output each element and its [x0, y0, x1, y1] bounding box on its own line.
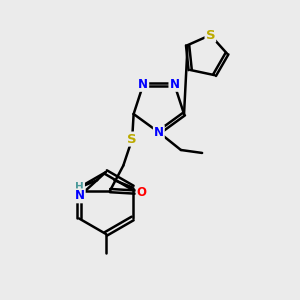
Text: N: N — [154, 126, 164, 139]
Text: O: O — [136, 186, 147, 199]
Text: S: S — [127, 133, 137, 146]
Text: S: S — [206, 28, 215, 41]
Text: N: N — [169, 78, 179, 91]
Text: H: H — [75, 182, 84, 192]
Text: N: N — [138, 78, 148, 91]
Text: N: N — [75, 189, 85, 203]
